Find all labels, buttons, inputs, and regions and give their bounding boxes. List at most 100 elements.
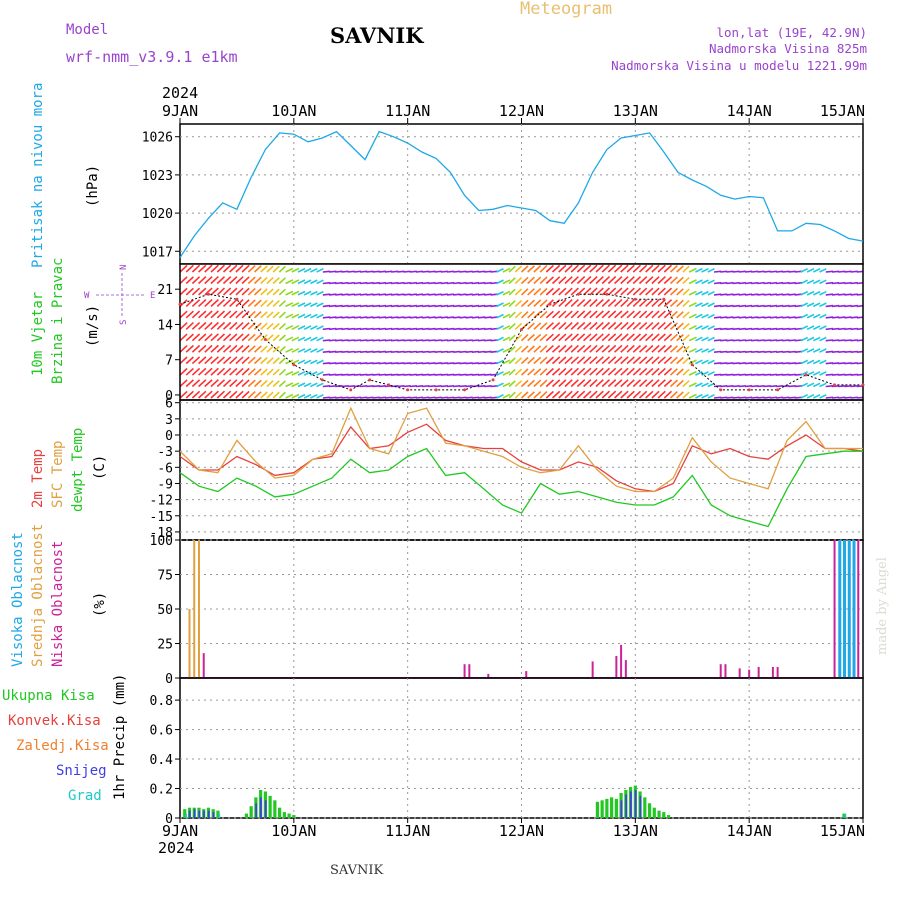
wind-barb xyxy=(198,264,207,273)
wind-barb xyxy=(241,310,250,319)
wind-barb xyxy=(595,367,604,376)
y-tick-label: 0 xyxy=(165,389,173,404)
wind-barb xyxy=(676,322,684,330)
wind-bg xyxy=(180,264,863,400)
wind-barb xyxy=(539,276,548,285)
wind-speed-point xyxy=(776,388,780,392)
wind-barb xyxy=(645,367,654,376)
wind-barb xyxy=(347,327,355,331)
wind-barb xyxy=(583,344,592,353)
wind-barb xyxy=(397,385,405,388)
wind-barb xyxy=(191,379,201,388)
wind-barb xyxy=(695,302,703,308)
low-cloud-bar xyxy=(620,644,623,678)
wind-barb xyxy=(409,293,417,296)
wind-barb xyxy=(384,304,393,308)
wind-barb xyxy=(347,281,355,285)
wind-barb xyxy=(235,333,244,342)
total-precip-bar xyxy=(643,797,647,818)
wind-barb xyxy=(744,385,753,388)
wind-barb xyxy=(316,267,324,273)
graupel-bar xyxy=(185,813,187,818)
low-cloud-bar xyxy=(468,664,471,678)
wind-barb xyxy=(589,379,598,388)
wind-barb xyxy=(235,310,244,319)
wind-barb xyxy=(253,322,262,330)
wind-barb xyxy=(465,293,473,296)
wind-barb xyxy=(701,348,709,353)
wind-barb xyxy=(539,379,548,388)
wind-barb xyxy=(638,299,648,307)
total-precip-bar xyxy=(652,807,656,818)
wind-barb xyxy=(844,373,852,376)
wind-barb xyxy=(366,385,374,388)
lonlat: lon,lat (19E, 42.9N) xyxy=(716,25,867,40)
wind-barb xyxy=(341,304,349,308)
wind-barb xyxy=(806,290,815,296)
wind-barb xyxy=(415,373,424,376)
wind-barb xyxy=(695,336,703,342)
panel-pressure: 1017 1020 1023 1026 xyxy=(142,123,864,265)
wind-barb xyxy=(353,270,362,273)
wind-barb xyxy=(446,339,455,342)
wind-barb xyxy=(514,391,523,399)
x-tick-label-bottom: 13JAN xyxy=(613,822,658,840)
wind-barb xyxy=(446,304,455,308)
wind-barb xyxy=(428,316,436,319)
wind-barb xyxy=(850,373,858,376)
wind-barb xyxy=(316,336,324,342)
y-tick-label: 0.4 xyxy=(150,753,174,768)
wind-barb xyxy=(527,345,535,353)
wind-barb xyxy=(844,327,852,331)
y-tick-label: -3 xyxy=(157,445,173,460)
x-tick-label-bottom: 11JAN xyxy=(385,822,430,840)
wind-barb xyxy=(278,391,286,399)
wind-barb xyxy=(266,380,274,388)
wind-barb xyxy=(701,325,709,331)
wind-barb xyxy=(459,339,467,342)
wind-barb xyxy=(819,279,827,285)
wind-barb xyxy=(763,281,771,285)
wind-barb xyxy=(422,339,430,342)
wind-barb xyxy=(310,371,318,376)
x-tick-label-top: 14JAN xyxy=(727,102,772,120)
wind-barb xyxy=(378,373,387,376)
wind-barb xyxy=(229,356,238,365)
wind-barb xyxy=(185,356,194,365)
wind-barb xyxy=(539,356,548,365)
wind-barb xyxy=(638,264,648,273)
wind-barb xyxy=(440,293,448,296)
wind-barb xyxy=(210,356,219,365)
x-tick-label-bottom: 9JAN xyxy=(162,822,198,840)
wind-barb xyxy=(782,396,790,399)
wind-barb xyxy=(366,304,374,308)
wind-barb xyxy=(341,396,349,399)
y-tick-label: 1020 xyxy=(142,207,173,222)
wind-barb xyxy=(776,396,784,399)
wind-barb xyxy=(695,382,703,388)
wind-barb xyxy=(769,373,778,376)
wind-barb xyxy=(335,362,343,365)
wind-barb xyxy=(806,359,815,365)
wind-barb xyxy=(204,367,213,376)
wind-barb xyxy=(751,281,759,285)
wind-barb xyxy=(545,367,554,376)
wind-barb xyxy=(570,310,579,319)
wind-barb xyxy=(819,302,827,308)
wind-speed-point xyxy=(520,327,523,331)
wind-barb xyxy=(757,339,765,342)
wind-barb xyxy=(520,391,529,399)
snow-bar xyxy=(207,810,210,818)
temp-label: 2m Temp xyxy=(30,449,46,508)
wind-barb xyxy=(757,350,765,353)
wind-barb xyxy=(751,304,759,308)
compass-e: E xyxy=(150,291,155,301)
wind-barb xyxy=(303,336,312,342)
wind-barb xyxy=(713,293,722,296)
wind-barb xyxy=(614,390,623,399)
total-precip-bar xyxy=(662,812,666,818)
wind-barb xyxy=(831,293,840,296)
wind-barb xyxy=(303,325,312,331)
wind-barb xyxy=(825,270,834,273)
dewpt-line xyxy=(179,447,863,528)
